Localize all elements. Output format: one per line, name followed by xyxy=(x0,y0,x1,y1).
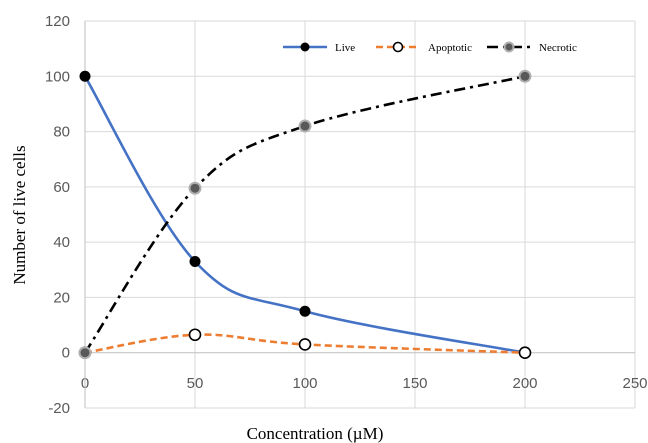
y-tick-label-20: 20 xyxy=(53,289,70,306)
data-point-apoptotic-50 xyxy=(188,328,202,342)
legend: Live Apoptotic Necrotic xyxy=(283,41,577,54)
y-tick-label-0: 0 xyxy=(62,345,70,362)
x-axis-title: Concentration (µM) xyxy=(247,424,384,443)
data-point-live-100 xyxy=(299,305,311,317)
x-tick-label-250: 250 xyxy=(622,375,647,392)
y-tick-label-80: 80 xyxy=(53,124,70,141)
data-point-live-0 xyxy=(79,70,91,82)
gridlines xyxy=(85,20,636,409)
data-point-necrotic-0 xyxy=(78,346,92,360)
data-point-apoptotic-100 xyxy=(298,338,312,351)
x-tick-label-50: 50 xyxy=(187,375,204,392)
data-point-apoptotic-200 xyxy=(518,346,532,360)
legend-marker-live xyxy=(300,42,310,52)
y-tick-label--20: -20 xyxy=(48,400,70,417)
legend-marker-apoptotic xyxy=(392,41,404,53)
series-line-live xyxy=(83,75,526,354)
data-point-necrotic-200 xyxy=(518,69,532,83)
legend-label-apoptotic: Apoptotic xyxy=(428,42,472,54)
legend-marker-necrotic xyxy=(503,41,515,53)
legend-label-live: Live xyxy=(335,42,355,54)
legend-label-necrotic: Necrotic xyxy=(539,42,577,54)
data-point-live-50 xyxy=(189,255,201,267)
y-tick-label-40: 40 xyxy=(53,234,70,251)
data-point-necrotic-50 xyxy=(188,181,202,195)
x-tick-label-150: 150 xyxy=(402,375,427,392)
y-axis-title: Number of live cells xyxy=(10,145,29,284)
y-tick-label-100: 100 xyxy=(45,68,70,85)
data-point-necrotic-100 xyxy=(298,119,312,133)
x-tick-label-100: 100 xyxy=(292,375,317,392)
series-line-necrotic xyxy=(83,75,526,354)
series-line-apoptotic xyxy=(84,333,526,355)
y-tick-label-120: 120 xyxy=(45,13,70,30)
x-tick-label-200: 200 xyxy=(512,375,537,392)
y-tick-label-60: 60 xyxy=(53,179,70,196)
series-group xyxy=(78,69,532,360)
